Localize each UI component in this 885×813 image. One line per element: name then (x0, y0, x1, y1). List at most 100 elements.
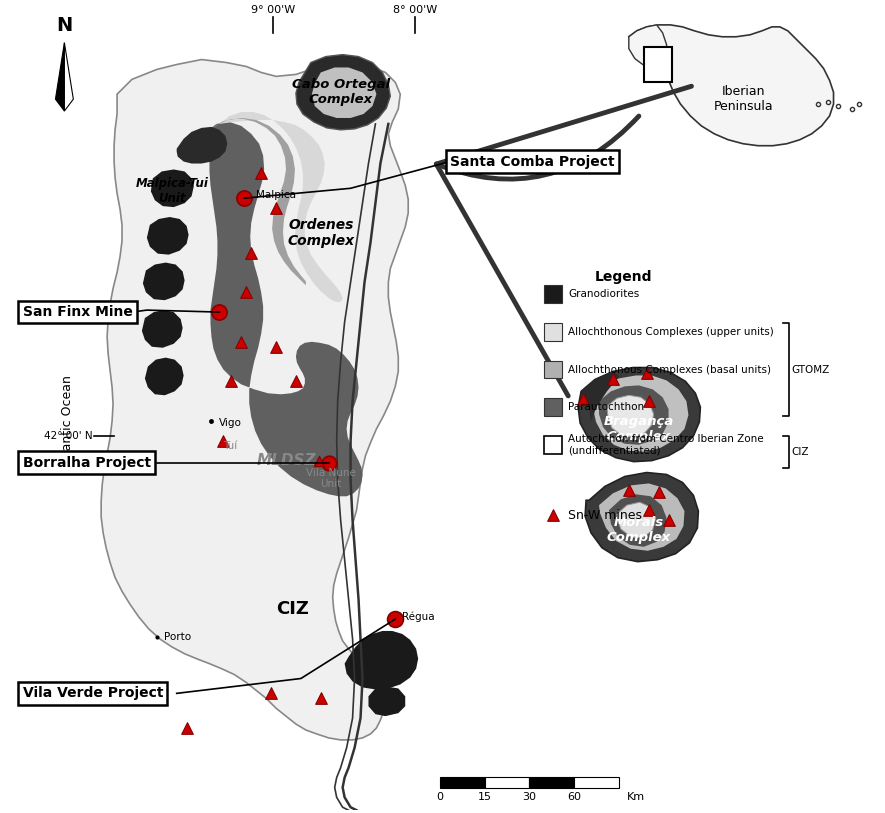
Point (235, 335, 249, 348)
Bar (544, 323, 562, 341)
Text: Cabo Ortegal
Complex: Cabo Ortegal Complex (291, 78, 389, 107)
Text: San Finx Mine: San Finx Mine (23, 305, 133, 319)
Text: 9° 00'W: 9° 00'W (251, 5, 296, 15)
Text: Porto: Porto (164, 632, 191, 642)
Polygon shape (629, 25, 666, 67)
Text: Granodiorites: Granodiorites (568, 289, 640, 299)
Text: Vila Nune
Unit: Vila Nune Unit (306, 467, 356, 489)
Polygon shape (581, 372, 619, 421)
Point (237, 192, 251, 205)
Text: Iberian
Peninsula: Iberian Peninsula (713, 85, 773, 113)
Polygon shape (296, 54, 390, 130)
Polygon shape (607, 395, 654, 437)
Point (216, 434, 230, 447)
Polygon shape (206, 122, 363, 496)
Text: Allochthonous Complexes (upper units): Allochthonous Complexes (upper units) (568, 327, 774, 337)
Polygon shape (147, 217, 189, 254)
Point (212, 306, 227, 319)
Polygon shape (599, 385, 668, 445)
Text: CIZ: CIZ (792, 446, 809, 457)
Text: Vigo: Vigo (219, 418, 242, 428)
Text: 42° 00' N: 42° 00' N (43, 431, 92, 441)
Point (546, 509, 560, 522)
Text: Bragança
Complex: Bragança Complex (604, 415, 674, 443)
Point (576, 393, 590, 406)
Polygon shape (599, 484, 684, 550)
Text: Vila Verde Project: Vila Verde Project (23, 686, 163, 700)
Point (313, 692, 327, 705)
Point (269, 340, 283, 353)
Text: Allochthonous Complexes (basal units): Allochthonous Complexes (basal units) (568, 364, 771, 375)
Text: N: N (57, 15, 73, 35)
Polygon shape (145, 358, 183, 395)
Text: Autochthon from Centro Iberian Zone
(undifferentiated): Autochthon from Centro Iberian Zone (und… (568, 434, 764, 455)
Point (606, 373, 620, 386)
Polygon shape (213, 118, 306, 285)
Polygon shape (142, 310, 182, 348)
Bar (544, 436, 562, 454)
Point (254, 167, 268, 180)
Polygon shape (142, 263, 185, 300)
Bar (544, 285, 562, 303)
Polygon shape (177, 127, 227, 163)
Bar (574, 776, 619, 789)
FancyArrowPatch shape (436, 86, 691, 396)
Bar (544, 361, 562, 378)
Text: Malpica: Malpica (256, 190, 296, 200)
Text: Km: Km (627, 793, 645, 802)
Polygon shape (312, 67, 376, 118)
Polygon shape (344, 631, 418, 689)
Point (640, 367, 654, 380)
Point (389, 612, 403, 625)
Polygon shape (150, 169, 194, 207)
Text: GTOMZ: GTOMZ (792, 364, 830, 375)
Polygon shape (65, 43, 73, 111)
Polygon shape (56, 43, 65, 111)
Text: Morais
Complex: Morais Complex (607, 516, 671, 544)
Point (244, 246, 258, 259)
Point (289, 375, 303, 388)
Polygon shape (368, 686, 405, 716)
Point (651, 486, 666, 499)
Bar (544, 398, 562, 416)
Text: CIZ: CIZ (277, 600, 310, 618)
Point (321, 456, 335, 469)
Polygon shape (101, 59, 408, 740)
Text: Régua: Régua (403, 612, 435, 623)
Point (224, 375, 238, 388)
Point (269, 202, 283, 215)
Point (642, 503, 656, 516)
Bar (485, 776, 529, 789)
Bar (529, 776, 574, 789)
Polygon shape (609, 494, 666, 547)
Point (180, 721, 194, 734)
Polygon shape (578, 367, 700, 462)
Polygon shape (585, 472, 698, 562)
Text: Tuí: Tuí (223, 441, 238, 450)
Bar (643, 46, 672, 82)
Text: Sn-W mines: Sn-W mines (568, 509, 643, 522)
Text: Legend: Legend (595, 271, 652, 285)
Polygon shape (591, 376, 689, 452)
Text: Borralha Project: Borralha Project (23, 455, 150, 470)
Point (312, 454, 326, 467)
Text: Parautochthon: Parautochthon (568, 402, 644, 412)
Text: 15: 15 (478, 793, 492, 802)
Polygon shape (617, 502, 656, 538)
Text: Malpica-Tui
Unit: Malpica-Tui Unit (135, 177, 208, 205)
Point (661, 514, 675, 527)
Text: Ordenes
Complex: Ordenes Complex (288, 218, 354, 248)
Point (239, 286, 253, 299)
Point (264, 687, 278, 700)
Polygon shape (219, 112, 342, 302)
Text: Santa Comba Project: Santa Comba Project (450, 154, 614, 168)
Text: Atlantic Ocean: Atlantic Ocean (61, 375, 73, 467)
Text: 30: 30 (522, 793, 536, 802)
Text: 60: 60 (567, 793, 581, 802)
Bar (440, 776, 485, 789)
Point (642, 394, 656, 407)
Point (622, 484, 636, 497)
Text: MLDSZ: MLDSZ (257, 453, 316, 468)
Text: 0: 0 (436, 793, 443, 802)
Polygon shape (629, 25, 834, 146)
